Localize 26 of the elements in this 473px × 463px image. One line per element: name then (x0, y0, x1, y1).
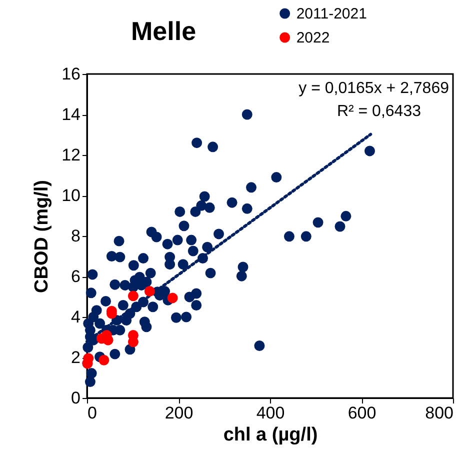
point (144, 286, 155, 297)
y-tick-label: 4 (71, 308, 80, 326)
y-tick-label: 8 (71, 226, 80, 246)
x-tick-label: 400 (256, 404, 285, 422)
x-tick-label: 200 (164, 404, 194, 422)
y-tick-label: 0 (71, 388, 80, 408)
x-axis-title: chl a (µg/l) (223, 424, 318, 446)
legend-label: 2022 (296, 30, 330, 46)
point (128, 290, 138, 302)
annotation: y = 0,0165x + 2,7869 (298, 80, 450, 97)
x-tick-label: 0 (88, 404, 97, 422)
point (98, 354, 110, 366)
chart-title: Melle (131, 16, 196, 46)
point (167, 292, 178, 304)
point (102, 334, 114, 346)
y-tick-label: 16 (62, 64, 80, 84)
x-tick-label: 800 (425, 404, 454, 422)
y-tick-label: 12 (62, 146, 80, 164)
legend-label: 2011-2021 (296, 6, 367, 22)
y-tick-label: 6 (71, 267, 80, 286)
y-tick-label: 10 (62, 186, 80, 205)
annotation: R² = 0,6433 (336, 103, 422, 120)
x-tick-label: 600 (348, 404, 376, 422)
y-tick-label: 14 (62, 105, 80, 124)
y-axis-title: CBOD (mg/l) (32, 180, 53, 293)
y-tick-label: 2 (71, 348, 80, 367)
